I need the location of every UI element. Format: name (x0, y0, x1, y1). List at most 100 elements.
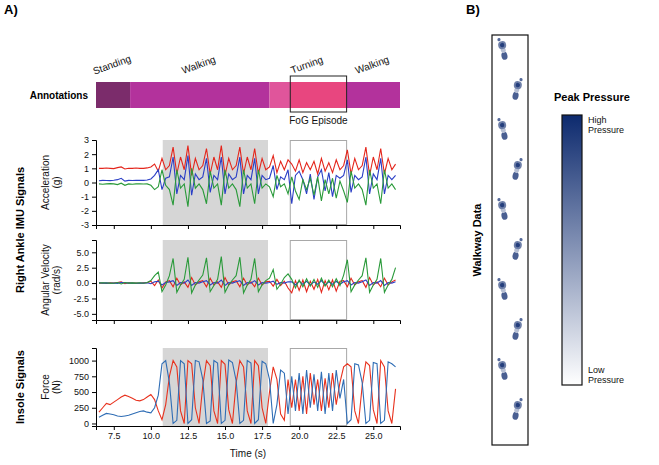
tick-label: -5.0 (73, 309, 89, 319)
tick-mark (92, 314, 96, 315)
tick-mark (299, 225, 300, 229)
tick-mark (188, 320, 189, 324)
tick-mark (262, 426, 263, 430)
footprint-fore-core (515, 402, 520, 407)
footprint (511, 237, 524, 261)
walkway-title: Walkway Data (471, 203, 483, 277)
footprint-toe (519, 238, 523, 242)
tick-label: 7.5 (108, 431, 121, 441)
axis-line (92, 241, 97, 321)
footprint (511, 317, 524, 341)
footprint-fore-core (515, 162, 520, 167)
tick (225, 225, 226, 229)
footprint-toe (497, 358, 501, 362)
tick-label: 750 (74, 372, 89, 382)
group-label: Right Ankle IMU Signals (14, 167, 26, 293)
colorbar-label-line: Pressure (588, 375, 624, 385)
footprint-fore-core (515, 242, 520, 247)
annotation-segment (270, 82, 347, 108)
axis (97, 320, 401, 324)
plot-area (99, 348, 396, 426)
axis: -5.0-2.50.02.55.0 (73, 241, 96, 321)
signal-line (99, 146, 396, 176)
plot: 025050075010007.510.012.515.017.520.022.… (40, 348, 401, 459)
tick-mark (92, 361, 96, 362)
tick-label: 12.5 (180, 431, 198, 441)
tick (114, 225, 115, 229)
segment-label: Standing (91, 53, 132, 77)
tick-mark (188, 225, 189, 229)
footprint-fore-core (500, 42, 505, 47)
episode-label: FoG Episode (289, 115, 348, 126)
tick: 1000 (69, 356, 96, 366)
footprint-fore (497, 200, 506, 209)
axis-title-line: Acceleration (40, 155, 51, 210)
group-label: Insole Signals (14, 350, 26, 424)
footprint (497, 357, 510, 381)
tick-mark (92, 408, 96, 409)
colorbar-label-line: High (588, 115, 607, 125)
tick: 1 (84, 164, 96, 174)
tick-mark (92, 376, 96, 377)
tick-mark (188, 426, 189, 430)
colorbar-label-line: Pressure (588, 125, 624, 135)
axis (97, 225, 401, 229)
tick-mark (92, 197, 96, 198)
tick: 5.0 (76, 248, 96, 258)
tick: 10.0 (143, 426, 161, 441)
tick-mark (262, 320, 263, 324)
axis-title: Angular Velocity(rad/s) (40, 244, 62, 316)
plot: -5.0-2.50.02.55.0 Angular Velocity(rad/s) (40, 240, 401, 324)
tick (225, 320, 226, 324)
tick-mark (336, 320, 337, 324)
footprint-toe (497, 38, 501, 42)
episode-fill (290, 82, 346, 108)
tick: -1 (81, 192, 96, 202)
tick-mark (92, 252, 96, 253)
footprint-toe (497, 198, 501, 202)
footprint-fore-core (500, 362, 505, 367)
segment-label: Walking (180, 54, 217, 76)
footprint-fore (513, 320, 522, 329)
tick-label: -1 (81, 192, 89, 202)
tick: -5.0 (73, 309, 96, 319)
tick-mark (92, 183, 96, 184)
tick-label: 0.0 (76, 278, 89, 288)
annotation-segment (130, 82, 269, 108)
axis: 7.510.012.515.017.520.022.525.0 (97, 426, 401, 441)
tick-label: 22.5 (328, 431, 346, 441)
footprint-toe (519, 158, 523, 162)
footprint-fore-core (515, 82, 520, 87)
tick-label: 3 (84, 135, 89, 145)
shaded-region (163, 240, 268, 320)
tick-mark (373, 225, 374, 229)
tick: 250 (74, 403, 96, 413)
footprint-fore (497, 360, 506, 369)
tick-label: 1000 (69, 356, 89, 366)
tick-mark (92, 140, 96, 141)
colorbar (562, 115, 582, 385)
tick-label: 10.0 (143, 431, 161, 441)
footprint-heel (512, 331, 520, 340)
plot-area (99, 240, 396, 320)
annotation-track: StandingWalkingTurningWalkingFoG Episode… (30, 53, 400, 126)
tick (262, 225, 263, 229)
tick: 0 (84, 178, 96, 188)
colorbar-label: LowPressure (588, 365, 624, 385)
tick-mark (373, 426, 374, 430)
axis: 02505007501000 (69, 349, 97, 429)
tick: 15.0 (217, 426, 235, 441)
tick (299, 320, 300, 324)
axis-line (92, 141, 97, 226)
footprint-fore (513, 160, 522, 169)
walkway (492, 35, 528, 445)
footprint (511, 157, 524, 181)
axis-title-line: (g) (51, 176, 62, 188)
footprint-heel (512, 411, 520, 420)
tick (188, 320, 189, 324)
axis-line (97, 427, 401, 431)
footprint-heel (512, 251, 520, 260)
tick: 0 (84, 419, 96, 429)
signal-line (99, 156, 396, 204)
colorbar-title: Peak Pressure (554, 91, 630, 103)
